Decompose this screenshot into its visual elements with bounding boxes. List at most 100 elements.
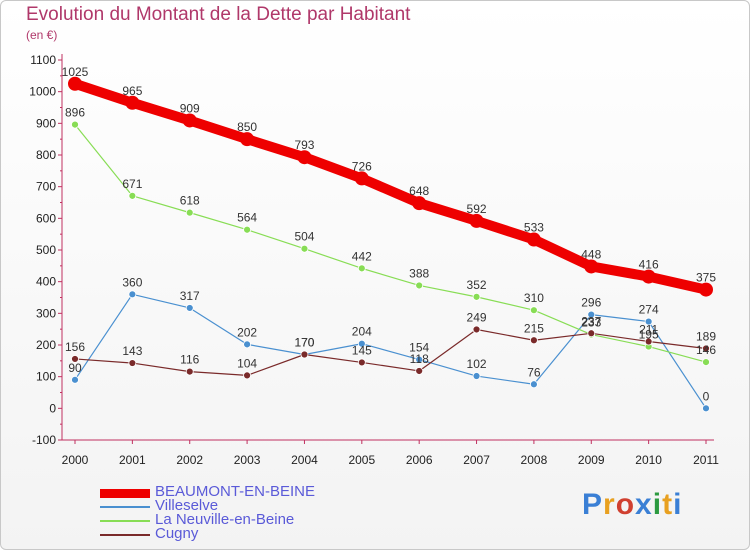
data-point[interactable] [702, 344, 710, 353]
data-point[interactable] [641, 269, 656, 284]
x-tick-label: 2008 [521, 453, 548, 467]
data-point[interactable] [128, 191, 137, 200]
data-label: 102 [467, 357, 487, 371]
data-point[interactable] [354, 171, 369, 186]
y-tick-label: 400 [36, 275, 56, 289]
data-label: 317 [180, 289, 200, 303]
data-label: 274 [639, 303, 659, 317]
data-label: 533 [524, 221, 544, 235]
data-point[interactable] [357, 264, 366, 273]
data-point[interactable] [68, 76, 82, 91]
data-label: 215 [524, 321, 544, 335]
data-point[interactable] [526, 232, 541, 247]
chart-title: Evolution du Montant de la Dette par Hab… [26, 4, 411, 25]
data-point[interactable] [71, 120, 79, 129]
data-label: 1025 [62, 65, 89, 79]
x-tick-label: 2007 [463, 453, 490, 467]
line-chart: 110010009008007006005004003002001000-100… [29, 53, 719, 467]
data-point[interactable] [530, 336, 538, 345]
logo-letter: r [603, 488, 616, 521]
data-point[interactable] [243, 371, 251, 380]
data-point[interactable] [185, 304, 194, 312]
data-label: 195 [639, 328, 659, 342]
data-point[interactable] [702, 358, 710, 367]
data-label: 442 [352, 249, 372, 263]
data-point[interactable] [243, 225, 251, 234]
data-point[interactable] [530, 380, 538, 389]
y-tick-label: 600 [36, 211, 56, 225]
data-point[interactable] [412, 196, 427, 211]
data-point[interactable] [644, 337, 653, 346]
data-point[interactable] [185, 208, 194, 217]
data-label: 375 [696, 271, 716, 285]
data-point[interactable] [415, 355, 424, 364]
data-point[interactable] [415, 281, 424, 290]
data-point[interactable] [240, 132, 255, 147]
data-label: 671 [122, 177, 142, 191]
logo-letter: i [652, 488, 663, 521]
data-label: 310 [524, 291, 544, 305]
legend-swatch [100, 520, 150, 522]
data-label: 504 [294, 230, 314, 244]
logo-letter: i [673, 488, 683, 521]
x-tick-label: 2004 [291, 453, 318, 467]
y-tick-label: 500 [36, 243, 56, 257]
y-tick-label: 200 [36, 338, 56, 352]
data-point[interactable] [415, 367, 424, 375]
data-point[interactable] [469, 213, 484, 228]
data-point[interactable] [300, 350, 309, 359]
data-point[interactable] [300, 244, 309, 253]
data-label: 189 [696, 329, 716, 343]
data-point[interactable] [644, 317, 653, 326]
data-point[interactable] [357, 358, 366, 367]
data-label: 154 [409, 341, 429, 355]
data-point[interactable] [128, 359, 137, 367]
data-label: 170 [294, 336, 314, 350]
data-point[interactable] [702, 404, 710, 413]
data-label: 0 [703, 389, 710, 403]
x-tick-label: 2009 [578, 453, 605, 467]
data-point[interactable] [185, 367, 194, 376]
x-tick-label: 2002 [176, 453, 203, 467]
data-point[interactable] [472, 372, 481, 380]
data-point[interactable] [71, 355, 79, 363]
data-label: 249 [467, 310, 487, 324]
data-point[interactable] [357, 339, 366, 348]
data-label: 211 [639, 323, 658, 337]
data-point[interactable] [182, 113, 197, 128]
legend-swatch [100, 506, 150, 508]
data-point[interactable] [297, 150, 312, 165]
data-label: 592 [467, 202, 487, 216]
data-point[interactable] [587, 329, 596, 338]
y-tick-label: 800 [36, 148, 56, 162]
data-label: 204 [352, 325, 372, 339]
legend-label: Villeselve [155, 497, 219, 514]
data-label: 118 [410, 352, 429, 366]
data-label: 648 [409, 184, 429, 198]
series-line-0 [70, 78, 711, 295]
legend-label: Cugny [155, 525, 199, 542]
data-point[interactable] [472, 325, 481, 334]
legend-label: BEAUMONT-EN-BEINE [155, 483, 316, 500]
data-point[interactable] [472, 292, 481, 301]
data-point[interactable] [243, 340, 251, 349]
data-point[interactable] [584, 259, 599, 274]
data-label: 116 [180, 353, 199, 367]
data-label: 726 [352, 159, 372, 173]
data-label: 202 [237, 325, 257, 339]
x-tick-label: 2000 [62, 453, 89, 467]
logo-letter: P [582, 488, 604, 521]
data-point[interactable] [530, 306, 538, 315]
data-label: 233 [581, 316, 601, 330]
data-point[interactable] [587, 310, 596, 319]
series-layer [68, 76, 713, 413]
data-label: 388 [409, 266, 429, 280]
data-label: 237 [581, 314, 601, 328]
data-point[interactable] [71, 375, 79, 384]
data-label: 360 [122, 275, 142, 289]
data-point[interactable] [128, 290, 137, 299]
data-point[interactable] [699, 282, 713, 297]
legend-swatch [100, 534, 150, 536]
data-label: 618 [180, 194, 200, 208]
data-point[interactable] [125, 95, 140, 110]
